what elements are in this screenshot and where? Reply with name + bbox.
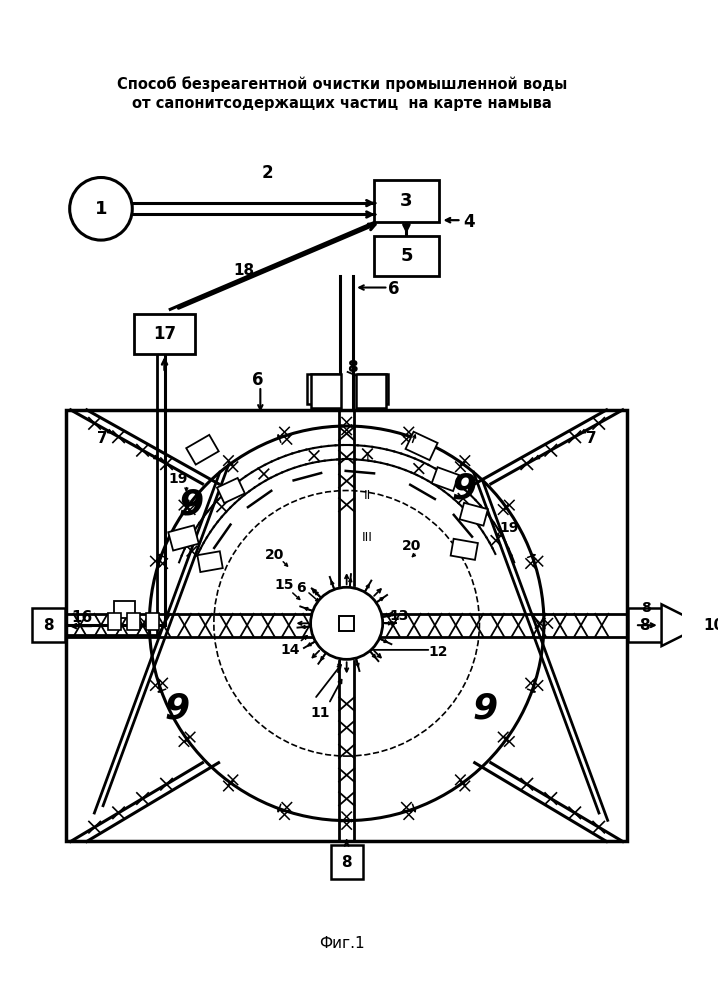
Text: 8: 8 [341,855,352,870]
Bar [307,374,337,404]
Text: 13: 13 [389,609,409,623]
Text: 11: 11 [310,706,330,720]
Bar [108,613,121,630]
Text: 9: 9 [179,488,204,522]
Text: 9: 9 [164,692,190,726]
Text: I: I [365,451,369,464]
Bar [374,236,439,276]
Bar [339,616,354,631]
Text: 14: 14 [280,643,299,657]
Text: 2: 2 [261,164,273,182]
Text: 8: 8 [44,618,54,633]
Text: 6: 6 [297,581,306,595]
Text: 20: 20 [401,539,421,553]
Text: 18: 18 [233,263,255,278]
Polygon shape [432,467,459,491]
Polygon shape [114,601,135,618]
Bar [628,608,661,642]
Polygon shape [460,503,488,526]
Text: 19: 19 [499,521,518,535]
Bar [356,374,386,408]
Polygon shape [406,432,438,460]
Text: 8: 8 [347,360,358,375]
Text: 15: 15 [274,578,294,592]
Text: 6: 6 [388,280,400,298]
Text: 10: 10 [703,618,718,633]
Bar [374,180,439,222]
Text: 20: 20 [265,548,284,562]
Polygon shape [186,435,219,465]
Text: 8: 8 [641,601,651,615]
Circle shape [311,587,383,659]
Circle shape [149,426,544,821]
Polygon shape [661,604,704,646]
Text: 8: 8 [639,618,650,633]
Text: 3: 3 [400,192,413,210]
Text: 7: 7 [586,431,597,446]
Polygon shape [197,551,223,572]
Circle shape [70,177,132,240]
Bar [126,613,140,630]
Text: III: III [362,531,373,544]
Polygon shape [451,539,478,560]
Text: Способ безреагентной очистки промышленной воды: Способ безреагентной очистки промышленно… [117,77,567,92]
Polygon shape [217,478,245,503]
Bar [311,374,341,408]
Text: 9: 9 [472,692,498,726]
Text: от сапонитсодержащих частиц  на карте намыва: от сапонитсодержащих частиц на карте нам… [132,96,552,111]
Text: 19: 19 [168,472,187,486]
Polygon shape [168,525,199,551]
Text: 16: 16 [71,610,93,625]
Bar [32,608,65,642]
Bar [330,845,363,879]
Bar [134,314,195,354]
Text: 6: 6 [252,371,264,389]
Bar [146,613,159,630]
Bar [66,410,628,841]
Text: 12: 12 [428,645,447,659]
Text: 1: 1 [95,200,107,218]
Text: Фиг.1: Фиг.1 [319,936,365,951]
Text: 9: 9 [452,472,477,506]
Text: 4: 4 [463,213,475,231]
Text: 5: 5 [400,247,413,265]
Bar [358,374,388,404]
Text: 7: 7 [97,431,107,446]
Text: 17: 17 [153,325,176,343]
Text: II: II [364,489,371,502]
